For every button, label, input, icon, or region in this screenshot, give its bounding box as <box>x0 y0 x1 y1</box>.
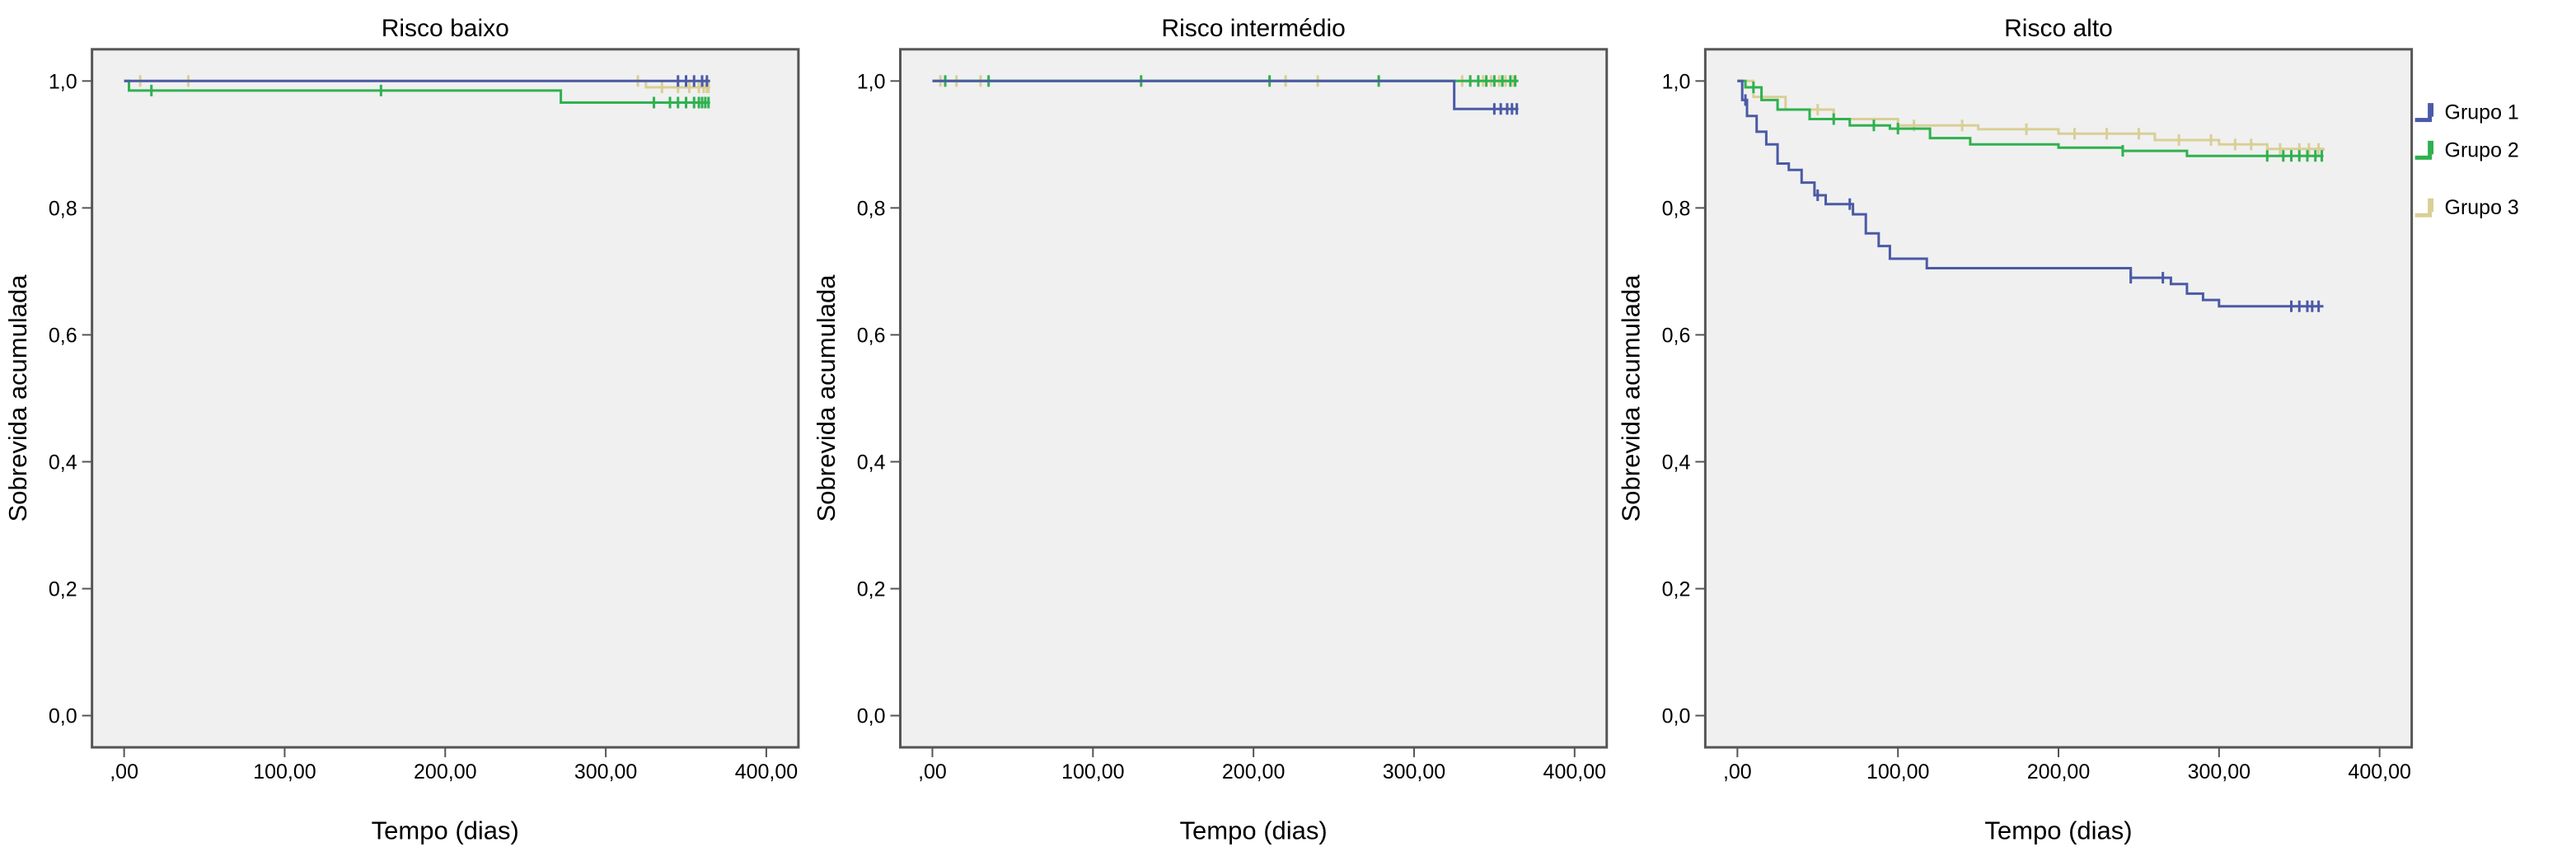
plot-area <box>1703 48 2414 749</box>
y-tick-label: 1,0 <box>1662 70 1691 93</box>
y-tick-label: 0,6 <box>1662 324 1691 347</box>
x-tick-label: 100,00 <box>253 760 316 783</box>
plot-area <box>91 48 800 749</box>
x-tick-label: 300,00 <box>2188 760 2250 783</box>
panel-title: Risco baixo <box>382 15 509 42</box>
y-tick-label: 0,2 <box>1662 578 1691 601</box>
y-tick-label: 0,0 <box>1662 705 1691 728</box>
panel-risco-baixo: Risco baixo Tempo (dias) Sobrevida acumu… <box>3 15 800 845</box>
legend-label-grupo-3: Grupo 3 <box>2445 196 2519 219</box>
x-tick-label: 100,00 <box>1061 760 1124 783</box>
x-tick-label: 400,00 <box>2348 760 2410 783</box>
x-tick-label: 400,00 <box>1543 760 1606 783</box>
y-tick-label: 0,4 <box>49 451 77 474</box>
legend-swatch-grupo-2 <box>2414 140 2434 160</box>
x-tick-label: ,00 <box>1723 760 1752 783</box>
x-axis-label: Tempo (dias) <box>1180 816 1328 845</box>
x-tick-label: 300,00 <box>574 760 637 783</box>
legend-swatch-grupo-1 <box>2414 103 2434 123</box>
y-axis-label: Sobrevida acumulada <box>3 274 32 522</box>
y-tick-label: 0,8 <box>49 197 77 220</box>
x-tick-label: 100,00 <box>1866 760 1929 783</box>
panel-title: Risco alto <box>2004 15 2113 42</box>
x-axis-label: Tempo (dias) <box>372 816 519 845</box>
plot-area <box>899 48 1609 749</box>
y-tick-label: 1,0 <box>49 70 77 93</box>
y-tick-label: 0,8 <box>857 197 886 220</box>
panel-risco-intermedio: Risco intermédio Tempo (dias) Sobrevida … <box>812 15 1609 845</box>
x-axis-label: Tempo (dias) <box>1984 816 2132 845</box>
legend-label-grupo-1: Grupo 1 <box>2445 101 2519 124</box>
series-line-grupo-1 <box>932 79 1519 110</box>
panel-title: Risco intermédio <box>1161 15 1345 42</box>
legend-swatch-grupo-3 <box>2414 198 2434 218</box>
x-tick-label: ,00 <box>110 760 138 783</box>
y-tick-label: 0,0 <box>49 705 77 728</box>
y-tick-label: 0,0 <box>857 705 886 728</box>
x-tick-label: 200,00 <box>414 760 476 783</box>
y-axis-label: Sobrevida acumulada <box>1617 274 1646 522</box>
y-tick-label: 0,4 <box>857 451 886 474</box>
x-tick-label: 400,00 <box>735 760 798 783</box>
x-tick-label: 200,00 <box>2027 760 2090 783</box>
legend: Grupo 1 Grupo 2 Grupo 3 <box>2414 101 2519 219</box>
y-tick-label: 0,6 <box>857 324 886 347</box>
x-tick-label: ,00 <box>918 760 947 783</box>
y-tick-label: 0,2 <box>857 578 886 601</box>
y-tick-label: 0,8 <box>1662 197 1691 220</box>
y-tick-label: 1,0 <box>857 70 886 93</box>
legend-label-grupo-2: Grupo 2 <box>2445 138 2519 161</box>
y-tick-label: 0,4 <box>1662 451 1691 474</box>
x-tick-label: 200,00 <box>1222 760 1285 783</box>
y-tick-label: 0,6 <box>49 324 77 347</box>
panel-risco-alto: Risco alto Tempo (dias) Sobrevida acumul… <box>1617 15 2414 845</box>
y-axis-label: Sobrevida acumulada <box>812 274 841 522</box>
y-tick-label: 0,2 <box>49 578 77 601</box>
series-line-grupo-1 <box>1737 79 2324 308</box>
x-tick-label: 300,00 <box>1383 760 1445 783</box>
